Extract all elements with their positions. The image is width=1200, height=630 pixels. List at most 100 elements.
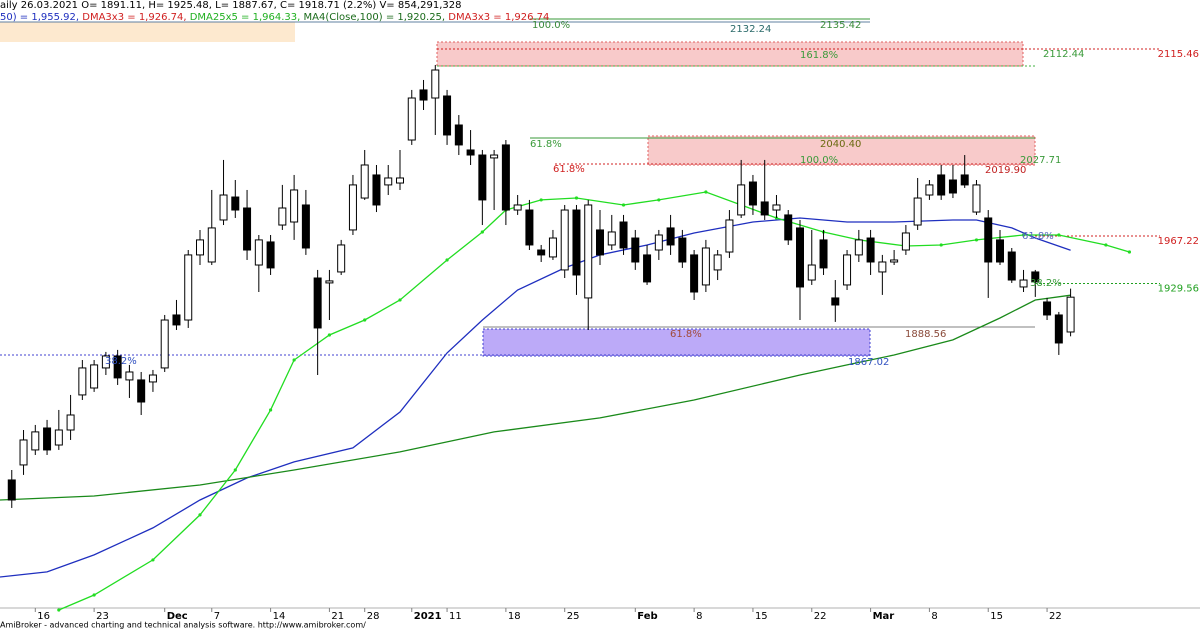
header-segment: DMA3x3 = 1,926.74, <box>82 12 189 23</box>
candle-body <box>925 184 934 196</box>
candle-body <box>454 124 463 146</box>
x-tick-label: 22 <box>1049 611 1062 622</box>
annotation: 61.8% <box>1022 231 1054 242</box>
ma-dot <box>1021 233 1026 237</box>
x-tick-label: 11 <box>449 611 462 622</box>
ma-dot <box>574 196 579 200</box>
x-tick-label: 28 <box>367 611 380 622</box>
candle-body <box>160 319 169 369</box>
candle-body <box>1054 314 1063 344</box>
candle-body <box>396 177 404 184</box>
candle-body <box>996 239 1004 263</box>
candle-body <box>66 414 75 431</box>
candle-body <box>937 174 946 196</box>
x-tick-label: 7 <box>214 611 220 622</box>
candle-body <box>148 374 157 383</box>
x-tick-label: 16 <box>37 611 50 622</box>
annotation: 61.8% <box>553 164 585 175</box>
candle-body <box>501 144 510 211</box>
fib-zone <box>0 22 295 42</box>
annotation: 161.8% <box>800 50 838 61</box>
candle-body <box>325 280 334 284</box>
candle-body <box>748 181 757 206</box>
candle-body <box>678 237 687 263</box>
candle-body <box>419 89 428 101</box>
candle-body <box>854 239 863 256</box>
ma-dot <box>539 198 543 202</box>
candle-body <box>372 174 381 206</box>
candle-body <box>360 164 369 199</box>
candle-body <box>172 314 181 326</box>
footer: AmiBroker - advanced charting and techni… <box>0 621 366 630</box>
candle-body <box>31 431 40 451</box>
x-tick-label: 8 <box>931 611 937 622</box>
candle-body <box>737 184 746 216</box>
moving-average <box>0 217 1071 578</box>
candle-body <box>560 209 569 271</box>
ma-dot <box>363 318 367 322</box>
candle-body <box>643 254 652 283</box>
candle-body <box>984 217 993 263</box>
candle-body <box>831 297 840 306</box>
candle-body <box>584 204 593 299</box>
candle-body <box>760 201 769 216</box>
annotation: 1867.02 <box>848 357 889 368</box>
candle-body <box>948 179 957 194</box>
ma-dot <box>480 230 484 234</box>
x-tick-label: 22 <box>814 611 827 622</box>
candle-body <box>972 184 981 213</box>
ma-dot <box>398 298 402 302</box>
candle-body <box>266 241 275 269</box>
candle-body <box>113 355 122 379</box>
candle-body <box>1066 296 1075 333</box>
candle-body <box>913 197 922 226</box>
candle-body <box>701 247 710 286</box>
x-tick-label: 21 <box>331 611 344 622</box>
candle-body <box>90 364 99 389</box>
candle-body <box>54 429 63 446</box>
candle-body <box>231 196 240 211</box>
candle-body <box>548 237 557 258</box>
x-tick-label: Feb <box>637 611 657 622</box>
ma-dot <box>621 203 626 207</box>
candle-body <box>525 209 534 246</box>
candle-body <box>490 154 499 159</box>
annotation: 100.0% <box>532 20 570 31</box>
candle-body <box>301 204 310 249</box>
candle-body <box>313 277 322 329</box>
x-tick-label: 23 <box>96 611 109 622</box>
candle-body <box>807 264 816 281</box>
candle-body <box>78 367 87 396</box>
candle-body <box>348 184 357 231</box>
ma-dot <box>657 198 661 202</box>
ma-dot <box>151 558 155 562</box>
x-tick-label: 25 <box>567 611 580 622</box>
candle-body <box>7 479 16 501</box>
header-segment: DMA3x3 = 1,926.74 <box>448 12 549 23</box>
x-tick-label: Mar <box>873 611 895 622</box>
candle-body <box>513 204 522 211</box>
ma-dot <box>445 258 449 262</box>
candle-body <box>713 254 722 271</box>
header-segment: MA4(Close,100) = 1,920.25, <box>304 12 449 23</box>
candle-body <box>843 254 852 286</box>
ma-dot <box>939 243 943 247</box>
candle-body <box>654 234 663 251</box>
header-segment: 50) = 1,955.92, <box>0 12 82 23</box>
annotation: 2112.44 <box>1043 49 1084 60</box>
candle-body <box>431 69 440 99</box>
header-line1: aily 26.03.2021 O= 1891.11, H= 1925.48, … <box>0 0 461 11</box>
candle-body <box>607 231 616 246</box>
candle-body <box>819 239 828 269</box>
candle-body <box>337 244 346 273</box>
x-tick-label: 18 <box>508 611 521 622</box>
candle-body <box>1043 301 1052 316</box>
annotation: 2027.71 <box>1020 155 1061 166</box>
candle-body <box>101 355 110 369</box>
candle-body <box>796 227 804 288</box>
candle-body <box>219 194 228 221</box>
candle-body <box>866 237 875 263</box>
moving-average <box>0 294 1071 501</box>
annotation: 2040.40 <box>820 139 861 150</box>
